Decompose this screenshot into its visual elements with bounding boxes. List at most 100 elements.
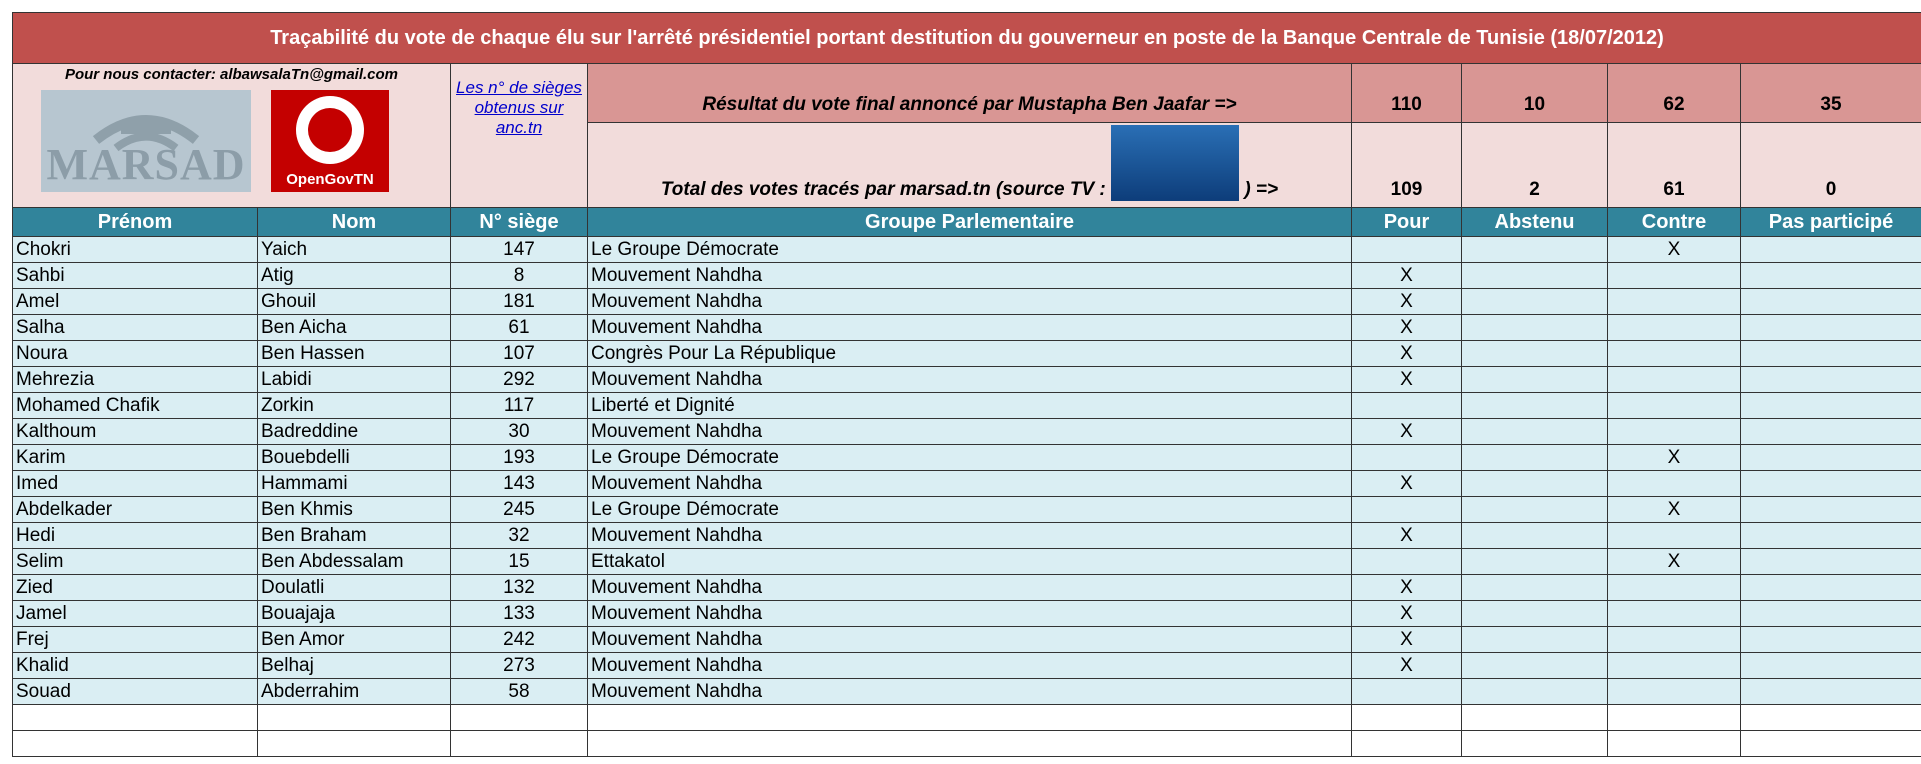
cell: 273 [451,653,588,679]
cell: X [1608,237,1741,263]
cell: Mouvement Nahdha [588,471,1352,497]
result-label: Résultat du vote final annoncé par Musta… [588,64,1352,123]
cell: Imed [13,471,258,497]
data-row: SelimBen Abdessalam15EttakatolX [13,549,1921,575]
cell: Mouvement Nahdha [588,289,1352,315]
cell: Ben Khmis [258,497,451,523]
cell: Jamel [13,601,258,627]
cell [1462,497,1608,523]
cell: 242 [451,627,588,653]
cell [1608,575,1741,601]
cell: Bouebdelli [258,445,451,471]
cell: X [1352,289,1462,315]
contact-cell: Pour nous contacter: albawsalaTn@gmail.c… [13,64,451,208]
cell [1741,419,1921,445]
cell [1741,705,1921,731]
cell [1462,523,1608,549]
cell: 32 [451,523,588,549]
cell: 61 [451,315,588,341]
cell [1608,679,1741,705]
opengov-logo: OpenGovTN [271,90,389,192]
cell [1741,523,1921,549]
cell [1741,575,1921,601]
cell: Mouvement Nahdha [588,263,1352,289]
cell: X [1352,341,1462,367]
cell [1462,445,1608,471]
cell [1462,263,1608,289]
result-value: 10 [1462,64,1608,123]
cell: Badreddine [258,419,451,445]
cell: Frej [13,627,258,653]
result-value: 62 [1608,64,1741,123]
cell [1608,263,1741,289]
cell: 107 [451,341,588,367]
cell [1741,263,1921,289]
cell: Ben Aicha [258,315,451,341]
seat-link[interactable]: Les n° de sièges obtenus sur anc.tn [451,64,588,208]
cell [1462,289,1608,315]
cell: X [1352,419,1462,445]
opengov-text: OpenGovTN [271,171,389,188]
cell [1741,471,1921,497]
cell [1741,601,1921,627]
title: Traçabilité du vote de chaque élu sur l'… [13,13,1921,64]
cell [1462,575,1608,601]
empty-row [13,705,1921,731]
cell: Hedi [13,523,258,549]
cell [258,731,451,757]
cell [1741,679,1921,705]
cell [1608,653,1741,679]
cell [1608,523,1741,549]
cell [1462,315,1608,341]
cell: Mouvement Nahdha [588,601,1352,627]
cell: Kalthoum [13,419,258,445]
cell [1352,237,1462,263]
cell: Belhaj [258,653,451,679]
cell: Abdelkader [13,497,258,523]
cell [1462,471,1608,497]
cell [1741,367,1921,393]
cell: Bouajaja [258,601,451,627]
cell [1462,653,1608,679]
cell: Amel [13,289,258,315]
cell: 245 [451,497,588,523]
data-row: HediBen Braham32Mouvement NahdhaX [13,523,1921,549]
cell [1608,471,1741,497]
result-value: 110 [1352,64,1462,123]
marsad-text: MARSAD [41,139,251,190]
column-header: N° siège [451,208,588,237]
cell [258,705,451,731]
tv-image [1111,125,1239,201]
cell: 8 [451,263,588,289]
cell [1608,419,1741,445]
cell: Hammami [258,471,451,497]
cell [1608,367,1741,393]
cell: 181 [451,289,588,315]
cell [1608,315,1741,341]
cell [451,705,588,731]
cell: X [1352,601,1462,627]
traced-value: 0 [1741,123,1921,208]
traced-value: 61 [1608,123,1741,208]
cell [13,731,258,757]
cell: Zorkin [258,393,451,419]
cell [1741,627,1921,653]
cell [1462,601,1608,627]
data-row: AmelGhouil181Mouvement NahdhaX [13,289,1921,315]
cell: Congrès Pour La République [588,341,1352,367]
contact: Pour nous contacter: albawsalaTn@gmail.c… [17,66,446,83]
cell: 133 [451,601,588,627]
cell: X [1352,653,1462,679]
cell: X [1352,575,1462,601]
cell: X [1352,523,1462,549]
column-header: Groupe Parlementaire [588,208,1352,237]
cell: Ben Amor [258,627,451,653]
page: Traçabilité du vote de chaque élu sur l'… [0,0,1921,764]
cell: 143 [451,471,588,497]
cell [1608,731,1741,757]
